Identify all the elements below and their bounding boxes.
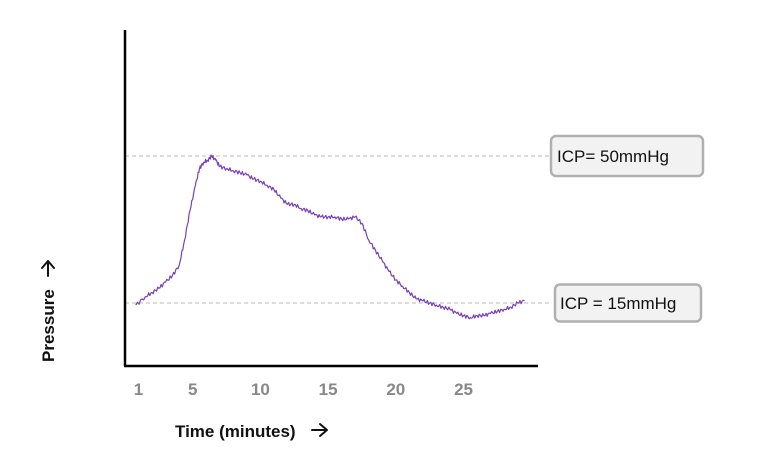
x-tick-labels: 1 5 10 15 20 25 xyxy=(134,380,473,399)
x-tick-label: 10 xyxy=(251,380,270,399)
annotation-label: ICP = 15mmHg xyxy=(560,294,676,313)
annotation-boxes: ICP= 50mmHg ICP = 15mmHg xyxy=(549,134,705,323)
annotation-box xyxy=(553,283,703,323)
y-axis-label: Pressure xyxy=(39,289,58,362)
annotation-box xyxy=(549,134,705,178)
series-line-pressure xyxy=(135,154,525,320)
x-tick-label: 25 xyxy=(454,380,473,399)
x-tick-label: 15 xyxy=(319,380,338,399)
x-axis-label: Time (minutes) xyxy=(175,422,296,441)
x-tick-label: 1 xyxy=(134,380,143,399)
y-axis-title: Pressure xyxy=(39,260,58,362)
up-arrow-icon xyxy=(41,260,55,277)
annotation-label: ICP= 50mmHg xyxy=(557,147,669,166)
x-tick-label: 20 xyxy=(386,380,405,399)
x-axis-title: Time (minutes) xyxy=(175,422,328,441)
reference-lines xyxy=(125,155,552,304)
x-tick-label: 5 xyxy=(188,380,197,399)
right-arrow-icon xyxy=(311,423,328,437)
